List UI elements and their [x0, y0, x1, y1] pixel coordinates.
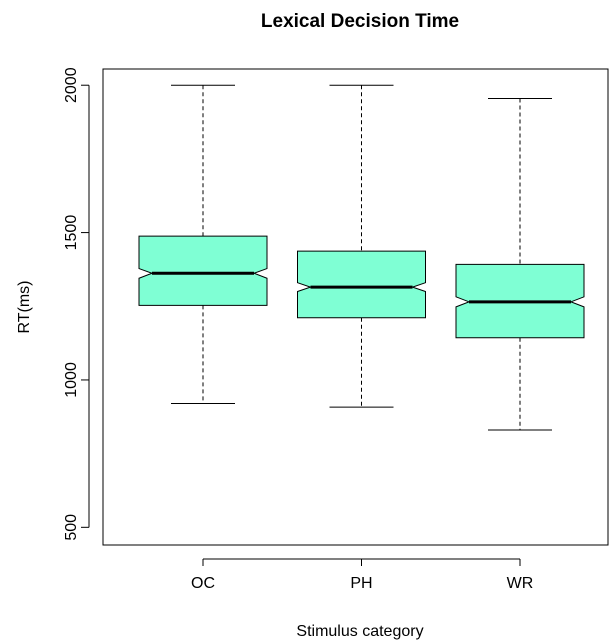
- x-axis: OC PH WR: [191, 558, 534, 592]
- plot-frame: [102, 68, 609, 546]
- box-wr: [455, 97, 585, 431]
- y-axis-label: RT(ms): [16, 280, 33, 333]
- y-tick-label: 2000: [63, 67, 80, 103]
- box-ph: [297, 84, 426, 408]
- x-tick-label: OC: [191, 575, 215, 592]
- x-tick-label: WR: [507, 575, 534, 592]
- y-tick-label: 1500: [63, 215, 80, 251]
- x-tick-label: PH: [350, 575, 372, 592]
- box-oc: [138, 84, 268, 405]
- y-axis: 500 1000 1500 2000: [63, 67, 90, 541]
- boxes: [138, 84, 585, 431]
- chart-title: Lexical Decision Time: [261, 11, 459, 32]
- notched-box: [138, 235, 268, 306]
- x-axis-label: Stimulus category: [296, 623, 423, 640]
- y-tick-label: 500: [63, 514, 80, 541]
- notched-box: [297, 250, 426, 319]
- y-tick-label: 1000: [63, 362, 80, 398]
